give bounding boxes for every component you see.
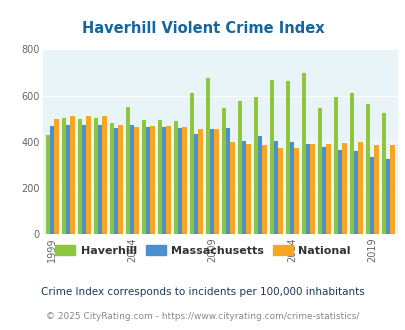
- Bar: [258, 136, 262, 234]
- Bar: [241, 141, 246, 234]
- Bar: [390, 145, 394, 234]
- Bar: [126, 107, 130, 234]
- Legend: Haverhill, Massachusetts, National: Haverhill, Massachusetts, National: [51, 241, 354, 260]
- Bar: [341, 143, 346, 234]
- Bar: [337, 150, 341, 234]
- Bar: [146, 127, 150, 234]
- Bar: [66, 124, 70, 234]
- Bar: [317, 108, 321, 234]
- Bar: [158, 120, 162, 234]
- Bar: [273, 141, 278, 234]
- Bar: [326, 144, 330, 234]
- Bar: [82, 124, 86, 234]
- Bar: [118, 124, 122, 234]
- Bar: [310, 144, 314, 234]
- Bar: [102, 116, 107, 234]
- Bar: [381, 113, 385, 234]
- Bar: [166, 126, 171, 234]
- Bar: [301, 73, 305, 234]
- Bar: [173, 121, 178, 234]
- Bar: [205, 78, 209, 234]
- Bar: [221, 108, 226, 234]
- Bar: [189, 93, 194, 234]
- Bar: [290, 142, 294, 234]
- Bar: [134, 127, 139, 234]
- Bar: [98, 124, 102, 234]
- Bar: [305, 144, 310, 234]
- Bar: [198, 129, 202, 234]
- Bar: [353, 151, 358, 234]
- Bar: [94, 117, 98, 234]
- Bar: [178, 128, 182, 234]
- Bar: [262, 145, 266, 234]
- Bar: [226, 128, 230, 234]
- Bar: [321, 147, 326, 234]
- Bar: [130, 124, 134, 234]
- Bar: [114, 128, 118, 234]
- Text: © 2025 CityRating.com - https://www.cityrating.com/crime-statistics/: © 2025 CityRating.com - https://www.city…: [46, 312, 359, 321]
- Bar: [70, 116, 75, 234]
- Bar: [109, 123, 114, 234]
- Bar: [237, 101, 241, 234]
- Bar: [369, 157, 373, 234]
- Bar: [78, 119, 82, 234]
- Bar: [294, 148, 298, 234]
- Bar: [150, 126, 154, 234]
- Bar: [246, 144, 250, 234]
- Bar: [86, 116, 90, 234]
- Bar: [141, 120, 146, 234]
- Bar: [194, 134, 198, 234]
- Bar: [54, 119, 59, 234]
- Bar: [253, 97, 258, 234]
- Bar: [62, 117, 66, 234]
- Bar: [365, 104, 369, 234]
- Bar: [209, 129, 214, 234]
- Text: Crime Index corresponds to incidents per 100,000 inhabitants: Crime Index corresponds to incidents per…: [41, 287, 364, 297]
- Bar: [385, 159, 390, 234]
- Bar: [349, 93, 353, 234]
- Bar: [214, 129, 218, 234]
- Bar: [162, 127, 166, 234]
- Bar: [46, 135, 50, 234]
- Bar: [230, 142, 234, 234]
- Bar: [182, 127, 186, 234]
- Bar: [373, 145, 378, 234]
- Bar: [278, 148, 282, 234]
- Bar: [269, 80, 273, 234]
- Bar: [333, 97, 337, 234]
- Bar: [285, 81, 290, 234]
- Bar: [358, 142, 362, 234]
- Bar: [50, 126, 54, 234]
- Text: Haverhill Violent Crime Index: Haverhill Violent Crime Index: [81, 21, 324, 36]
